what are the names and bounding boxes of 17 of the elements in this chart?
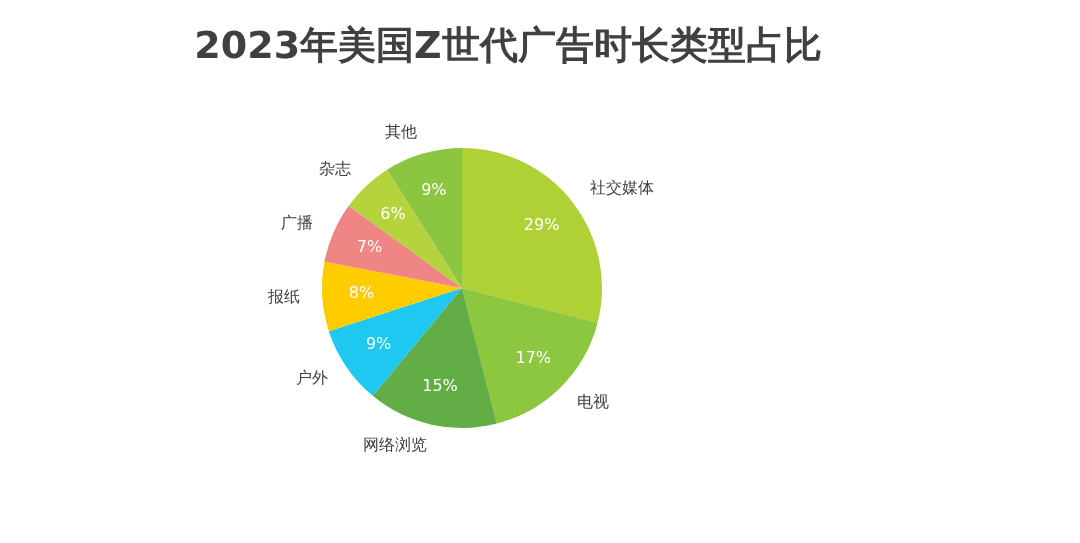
data-label: 7%	[356, 237, 383, 257]
data-label: 9%	[365, 333, 392, 353]
slice-label: 报纸	[267, 287, 301, 307]
data-label: 29%	[523, 215, 560, 235]
chart-title: 2023年美国Z世代广告时长类型占比	[193, 22, 823, 69]
slice-label: 杂志	[319, 159, 352, 179]
data-label: 17%	[515, 348, 552, 368]
data-label: 15%	[422, 375, 458, 395]
slice-label: 电视	[576, 391, 609, 411]
data-label: 6%	[380, 203, 406, 223]
slice-label: 户外	[296, 368, 329, 388]
slice-label: 社交媒体	[590, 177, 655, 197]
slice-label: 网络浏览	[362, 435, 427, 455]
data-label: 8%	[348, 283, 375, 303]
slice-label: 其他	[384, 121, 417, 141]
slice-label: 广播	[281, 212, 314, 232]
data-label: 9%	[421, 180, 447, 200]
